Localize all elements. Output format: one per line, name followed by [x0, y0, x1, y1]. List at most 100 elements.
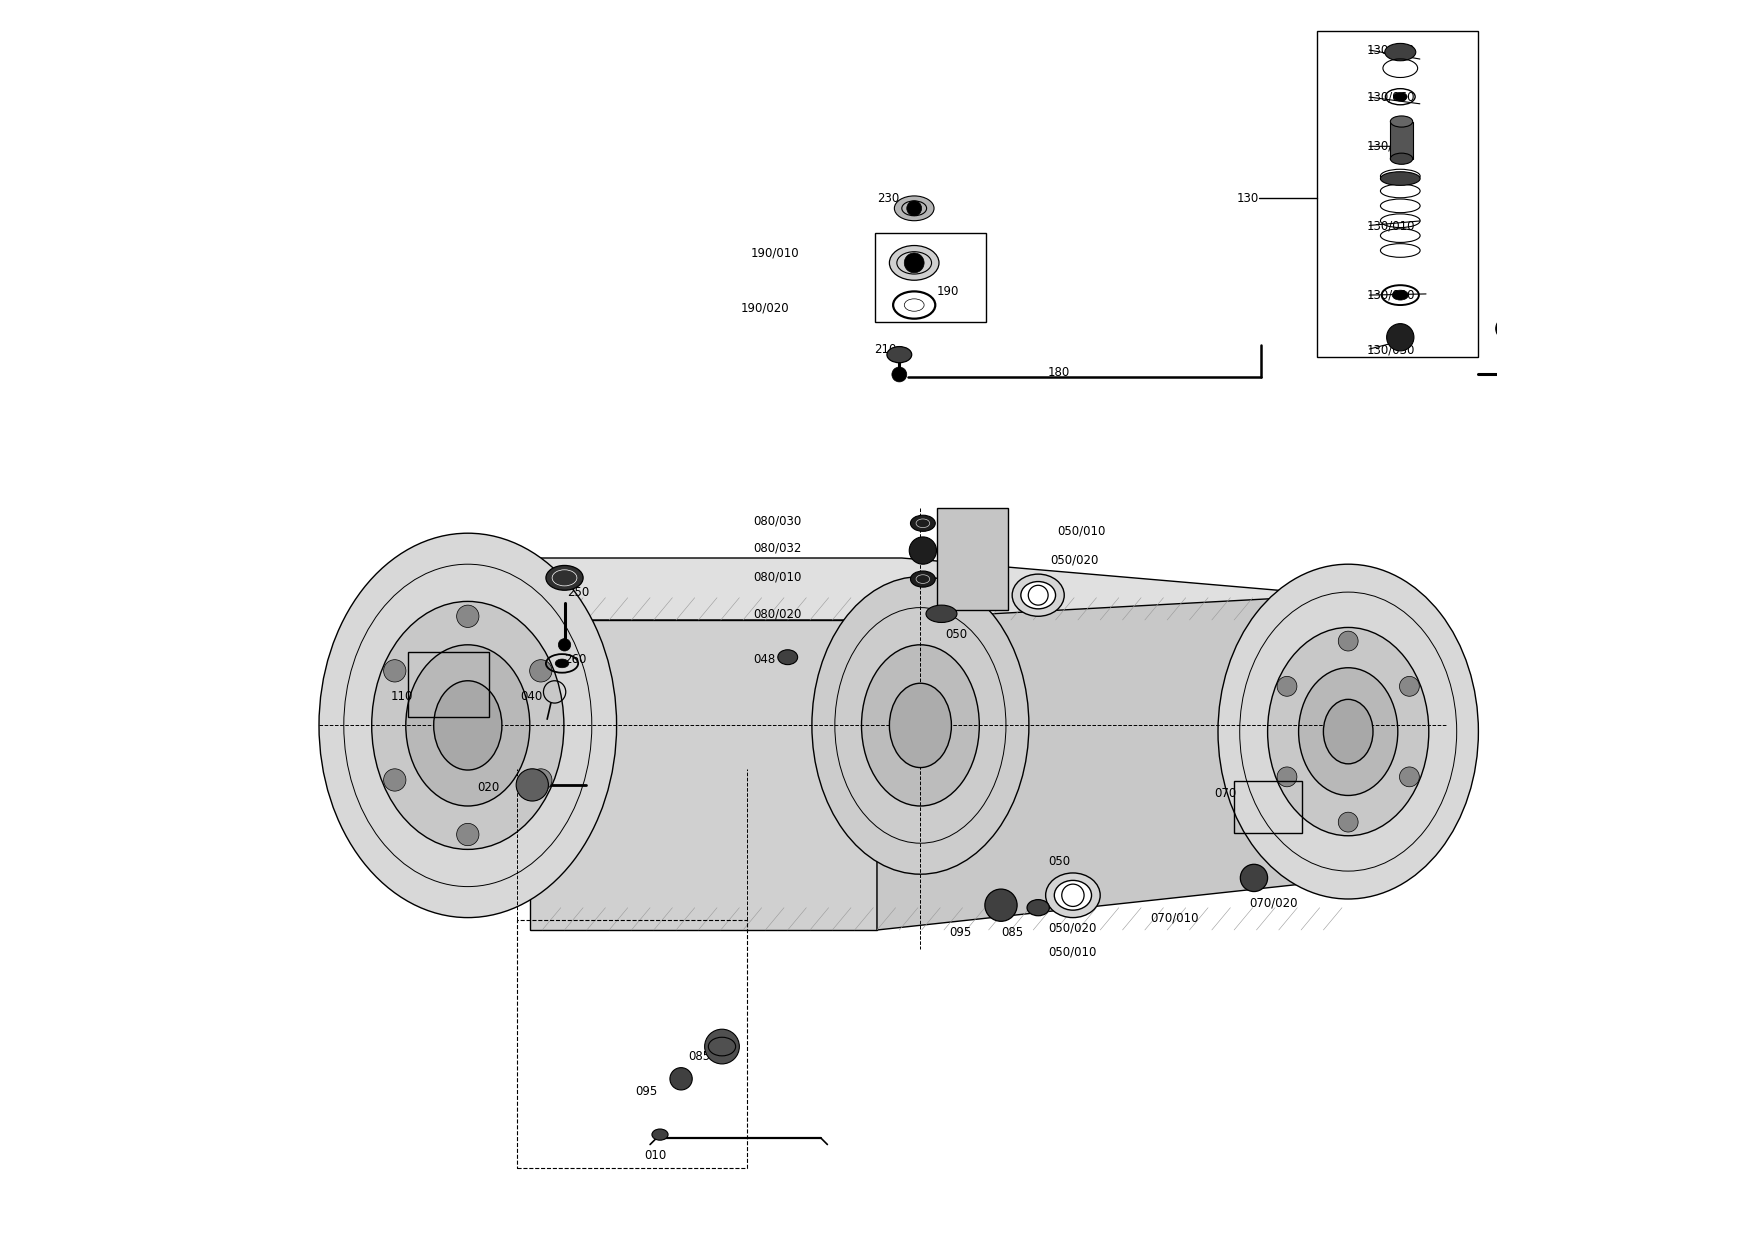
Ellipse shape: [1217, 564, 1479, 899]
Circle shape: [670, 1068, 693, 1090]
Ellipse shape: [1268, 627, 1430, 836]
Circle shape: [907, 201, 921, 216]
Ellipse shape: [1384, 43, 1415, 61]
Text: 190/010: 190/010: [751, 247, 800, 259]
Circle shape: [1387, 324, 1414, 351]
Text: 180: 180: [1049, 366, 1070, 378]
Bar: [1391, 122, 1412, 159]
Text: 130/010: 130/010: [1366, 219, 1415, 232]
Circle shape: [456, 605, 479, 627]
Ellipse shape: [812, 577, 1030, 874]
Text: 010: 010: [644, 1149, 667, 1162]
Ellipse shape: [1324, 699, 1373, 764]
Text: 070: 070: [1214, 787, 1237, 800]
Text: 020: 020: [477, 781, 500, 794]
Text: 040: 040: [519, 691, 542, 703]
Ellipse shape: [910, 570, 935, 587]
Ellipse shape: [889, 246, 938, 280]
Text: 130/050: 130/050: [1366, 43, 1415, 56]
Circle shape: [384, 660, 405, 682]
Ellipse shape: [319, 533, 617, 918]
Bar: [937, 508, 1009, 610]
Ellipse shape: [556, 660, 568, 667]
Text: 050/010: 050/010: [1058, 525, 1105, 537]
Bar: [875, 233, 986, 322]
Ellipse shape: [926, 605, 958, 622]
Text: 080/032: 080/032: [752, 542, 802, 554]
Ellipse shape: [1045, 873, 1100, 918]
Text: 095: 095: [635, 1085, 658, 1097]
Ellipse shape: [1391, 117, 1412, 126]
Text: 190: 190: [937, 285, 959, 298]
Ellipse shape: [1021, 582, 1056, 609]
Circle shape: [530, 769, 553, 791]
Text: 130/040: 130/040: [1366, 140, 1415, 153]
Text: 250: 250: [567, 587, 589, 599]
Circle shape: [530, 660, 553, 682]
Circle shape: [909, 537, 937, 564]
Ellipse shape: [861, 645, 979, 806]
Circle shape: [1277, 677, 1296, 697]
Circle shape: [1496, 317, 1517, 340]
Circle shape: [384, 769, 405, 791]
Bar: [1317, 31, 1479, 357]
Text: 260: 260: [565, 653, 588, 666]
Ellipse shape: [1380, 171, 1421, 185]
Text: 080/030: 080/030: [752, 515, 802, 527]
Ellipse shape: [1054, 880, 1091, 910]
Text: 050: 050: [1049, 856, 1070, 868]
Text: 210: 210: [875, 343, 896, 356]
Text: 080/020: 080/020: [752, 608, 802, 620]
Ellipse shape: [777, 650, 798, 665]
Ellipse shape: [372, 601, 563, 849]
Polygon shape: [877, 595, 1337, 930]
Circle shape: [905, 253, 924, 273]
Ellipse shape: [895, 196, 935, 221]
Ellipse shape: [1298, 667, 1398, 796]
Circle shape: [1240, 864, 1268, 892]
Text: 130/030: 130/030: [1366, 343, 1415, 356]
Text: 130/020: 130/020: [1366, 289, 1415, 301]
Text: 080: 080: [977, 512, 998, 525]
Circle shape: [705, 1029, 740, 1064]
Ellipse shape: [1393, 290, 1408, 300]
Ellipse shape: [910, 516, 935, 531]
Ellipse shape: [1391, 154, 1412, 165]
Text: 130/060: 130/060: [1366, 91, 1415, 103]
Circle shape: [891, 367, 907, 382]
Circle shape: [456, 823, 479, 846]
Text: 070/010: 070/010: [1151, 911, 1198, 924]
Ellipse shape: [545, 565, 582, 590]
Ellipse shape: [889, 683, 951, 768]
Text: 050/020: 050/020: [1049, 921, 1096, 934]
Ellipse shape: [405, 645, 530, 806]
Text: 070/020: 070/020: [1249, 897, 1298, 909]
Text: 048: 048: [752, 653, 775, 666]
Circle shape: [516, 769, 549, 801]
Text: 095: 095: [949, 926, 972, 939]
Circle shape: [1400, 677, 1419, 697]
Ellipse shape: [1393, 93, 1407, 100]
Text: 050: 050: [945, 629, 966, 641]
Circle shape: [1338, 812, 1358, 832]
Ellipse shape: [888, 347, 912, 362]
Ellipse shape: [433, 681, 502, 770]
Ellipse shape: [1028, 900, 1049, 915]
Ellipse shape: [1012, 574, 1065, 616]
Text: 190/020: 190/020: [740, 301, 789, 314]
Circle shape: [986, 889, 1017, 921]
Polygon shape: [530, 558, 1337, 645]
Polygon shape: [530, 620, 877, 930]
Ellipse shape: [652, 1128, 668, 1141]
Text: 230: 230: [877, 192, 900, 205]
Circle shape: [558, 639, 570, 651]
Bar: [409, 652, 489, 717]
Text: 130: 130: [1237, 192, 1259, 205]
Text: 110: 110: [391, 691, 414, 703]
Circle shape: [1400, 766, 1419, 787]
Text: 085: 085: [689, 1050, 710, 1063]
Bar: [1235, 781, 1301, 833]
Circle shape: [1277, 766, 1296, 787]
Bar: [517, 920, 747, 1168]
Circle shape: [1338, 631, 1358, 651]
